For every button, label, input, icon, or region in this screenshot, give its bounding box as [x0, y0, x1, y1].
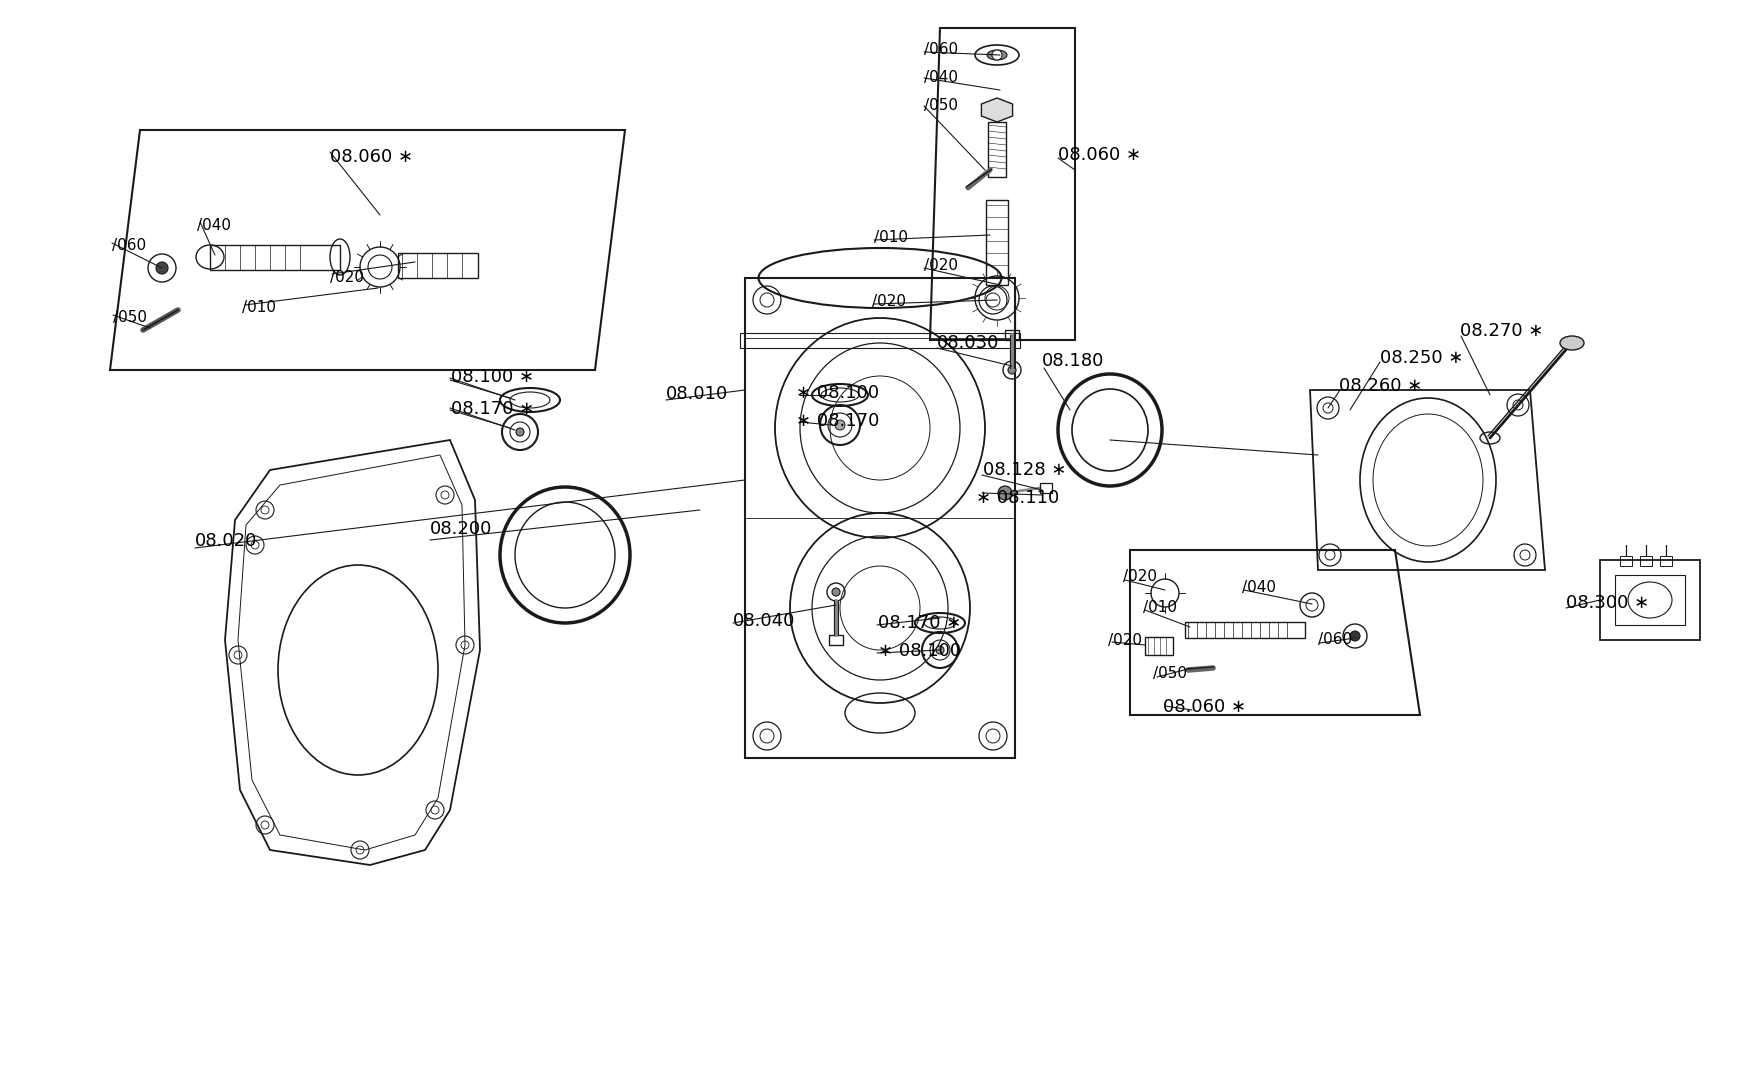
Text: 08.250 ∗: 08.250 ∗ — [1381, 349, 1463, 367]
Ellipse shape — [987, 50, 1006, 60]
Bar — [830, 635, 844, 645]
Bar — [985, 199, 1008, 284]
Text: 08.260 ∗: 08.260 ∗ — [1339, 377, 1423, 395]
Text: /050: /050 — [1153, 666, 1186, 681]
Text: 08.060 ∗: 08.060 ∗ — [1059, 146, 1141, 164]
Text: /020: /020 — [331, 270, 364, 284]
Circle shape — [997, 486, 1011, 500]
Circle shape — [835, 420, 845, 429]
Circle shape — [936, 646, 943, 654]
Bar — [740, 334, 1020, 348]
Circle shape — [1349, 631, 1360, 641]
Bar — [1040, 483, 1052, 493]
Text: /060: /060 — [1318, 632, 1353, 647]
Text: 08.200: 08.200 — [430, 520, 492, 538]
Bar — [1640, 556, 1652, 566]
Bar — [1004, 330, 1018, 340]
Text: /020: /020 — [872, 294, 906, 308]
Bar — [1620, 556, 1633, 566]
Text: /060: /060 — [924, 43, 959, 57]
Text: 08.040: 08.040 — [733, 611, 796, 630]
Bar — [1144, 637, 1172, 655]
Polygon shape — [982, 98, 1013, 122]
Text: 08.170 ∗: 08.170 ∗ — [452, 400, 534, 417]
Circle shape — [992, 50, 1003, 60]
Bar — [1615, 576, 1685, 625]
Bar — [1600, 560, 1699, 640]
Text: /040: /040 — [198, 218, 231, 233]
Text: 08.170 ∗: 08.170 ∗ — [878, 614, 961, 632]
Text: 08.010: 08.010 — [667, 385, 728, 403]
Circle shape — [831, 588, 840, 596]
Text: /020: /020 — [1124, 569, 1157, 584]
Bar — [397, 253, 478, 278]
Circle shape — [516, 428, 523, 436]
Bar — [989, 122, 1006, 177]
Text: /010: /010 — [873, 230, 908, 245]
Text: ∗ 08.100: ∗ 08.100 — [878, 642, 961, 661]
Text: ∗ 08.100: ∗ 08.100 — [796, 384, 878, 402]
Bar — [1185, 622, 1306, 638]
Text: 08.300 ∗: 08.300 ∗ — [1566, 594, 1648, 611]
Text: 08.030: 08.030 — [936, 334, 999, 352]
Text: ∗ 08.170: ∗ 08.170 — [796, 412, 880, 429]
Text: /060: /060 — [112, 238, 147, 253]
Text: /010: /010 — [242, 300, 276, 315]
Text: /020: /020 — [924, 258, 957, 272]
Text: /020: /020 — [1108, 633, 1143, 647]
Circle shape — [1008, 366, 1017, 374]
Text: ∗ 08.110: ∗ 08.110 — [977, 489, 1059, 507]
Bar — [1661, 556, 1671, 566]
Circle shape — [156, 262, 168, 274]
Text: /050: /050 — [114, 310, 147, 325]
Text: /010: /010 — [1143, 600, 1178, 615]
Text: /040: /040 — [1242, 580, 1276, 595]
Text: 08.060 ∗: 08.060 ∗ — [1164, 698, 1246, 716]
Text: 08.020: 08.020 — [194, 532, 257, 550]
Text: /050: /050 — [924, 98, 957, 113]
Bar — [746, 278, 1015, 758]
Ellipse shape — [1559, 336, 1584, 350]
Text: 08.100 ∗: 08.100 ∗ — [452, 368, 534, 386]
Text: /040: /040 — [924, 70, 957, 85]
Text: 08.128 ∗: 08.128 ∗ — [984, 461, 1066, 479]
Text: 08.270 ∗: 08.270 ∗ — [1460, 322, 1544, 340]
Text: 08.180: 08.180 — [1041, 352, 1104, 370]
Text: 08.060 ∗: 08.060 ∗ — [331, 148, 413, 166]
